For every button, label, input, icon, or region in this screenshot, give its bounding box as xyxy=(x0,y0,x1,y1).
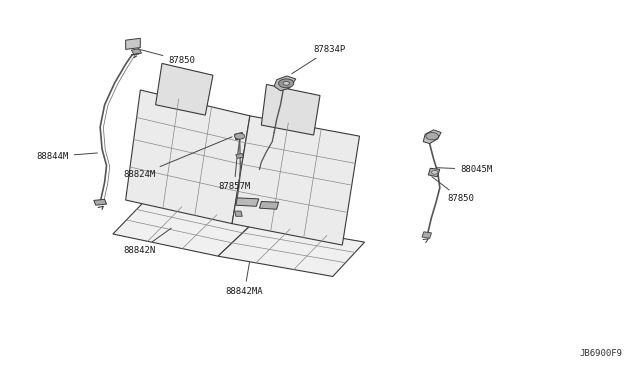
Text: 88842N: 88842N xyxy=(124,228,171,255)
Polygon shape xyxy=(259,202,278,209)
Circle shape xyxy=(426,132,438,140)
Text: 87850: 87850 xyxy=(432,177,474,203)
Polygon shape xyxy=(94,199,106,205)
Polygon shape xyxy=(235,211,243,216)
Circle shape xyxy=(235,133,245,139)
Polygon shape xyxy=(236,154,244,158)
Text: 88045M: 88045M xyxy=(436,165,492,174)
Polygon shape xyxy=(113,199,253,256)
Text: JB6900F9: JB6900F9 xyxy=(580,349,623,358)
Text: 87857M: 87857M xyxy=(218,158,250,191)
Polygon shape xyxy=(131,49,141,55)
Polygon shape xyxy=(261,84,320,135)
Polygon shape xyxy=(428,168,440,177)
Text: 87834P: 87834P xyxy=(292,45,346,74)
Circle shape xyxy=(431,170,438,174)
Polygon shape xyxy=(125,38,140,49)
Circle shape xyxy=(278,79,294,88)
Polygon shape xyxy=(218,223,365,276)
Text: 87850: 87850 xyxy=(138,49,195,65)
Text: 88824M: 88824M xyxy=(124,137,232,179)
Polygon shape xyxy=(423,130,441,144)
Circle shape xyxy=(283,81,289,85)
Polygon shape xyxy=(422,232,431,238)
Text: 88844M: 88844M xyxy=(36,152,97,161)
Text: 88842MA: 88842MA xyxy=(226,263,263,296)
Polygon shape xyxy=(236,198,259,206)
Polygon shape xyxy=(235,132,244,140)
Polygon shape xyxy=(232,116,360,245)
Polygon shape xyxy=(156,63,213,115)
Polygon shape xyxy=(125,90,250,224)
Polygon shape xyxy=(274,76,296,91)
